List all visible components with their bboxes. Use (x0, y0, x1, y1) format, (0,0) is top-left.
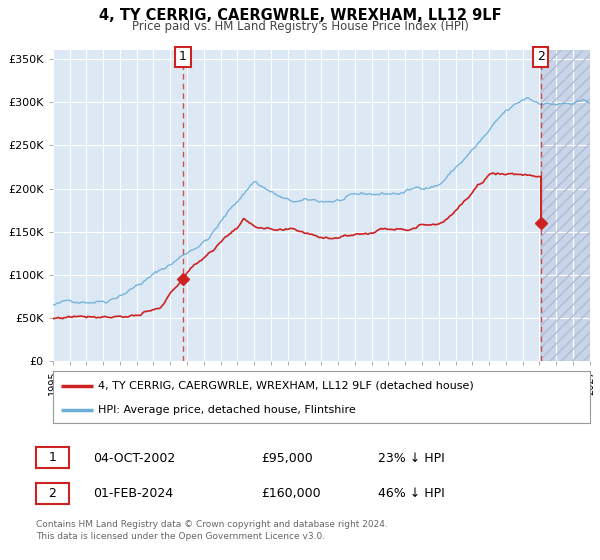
Text: 46% ↓ HPI: 46% ↓ HPI (378, 487, 445, 501)
Text: 23% ↓ HPI: 23% ↓ HPI (378, 451, 445, 465)
Text: 2: 2 (49, 487, 56, 500)
Text: 1: 1 (179, 50, 187, 63)
Text: HPI: Average price, detached house, Flintshire: HPI: Average price, detached house, Flin… (98, 405, 356, 415)
Text: 01-FEB-2024: 01-FEB-2024 (93, 487, 173, 501)
Text: 2: 2 (537, 50, 545, 63)
Text: This data is licensed under the Open Government Licence v3.0.: This data is licensed under the Open Gov… (36, 532, 325, 541)
Text: Price paid vs. HM Land Registry's House Price Index (HPI): Price paid vs. HM Land Registry's House … (131, 20, 469, 33)
Text: £95,000: £95,000 (261, 451, 313, 465)
Text: £160,000: £160,000 (261, 487, 320, 501)
Text: Contains HM Land Registry data © Crown copyright and database right 2024.: Contains HM Land Registry data © Crown c… (36, 520, 388, 529)
Text: 4, TY CERRIG, CAERGWRLE, WREXHAM, LL12 9LF: 4, TY CERRIG, CAERGWRLE, WREXHAM, LL12 9… (98, 8, 502, 24)
Text: 4, TY CERRIG, CAERGWRLE, WREXHAM, LL12 9LF (detached house): 4, TY CERRIG, CAERGWRLE, WREXHAM, LL12 9… (98, 381, 474, 391)
Text: 1: 1 (49, 451, 56, 464)
Bar (541, 50, 590, 361)
Text: 04-OCT-2002: 04-OCT-2002 (93, 451, 175, 465)
Bar (541, 50, 590, 361)
